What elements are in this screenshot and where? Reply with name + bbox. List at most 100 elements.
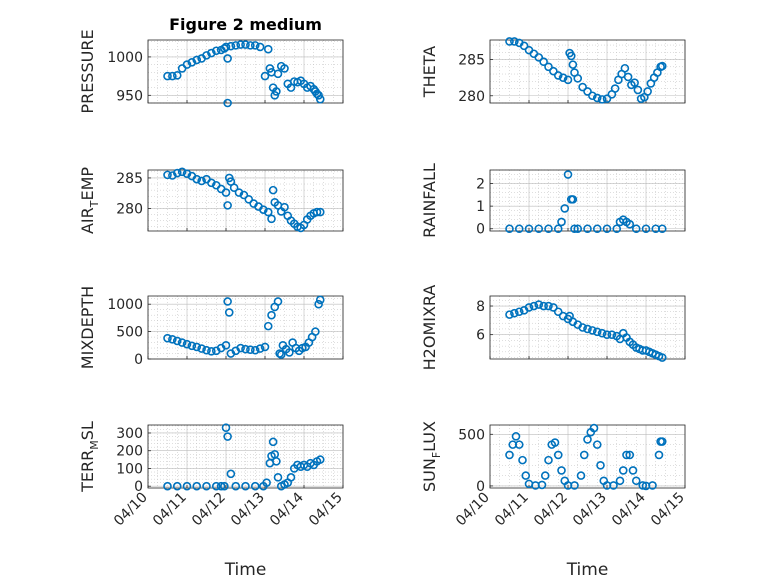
y-tick-label: 200 — [116, 444, 143, 460]
data-point — [229, 183, 239, 192]
y-tick-label: 280 — [116, 201, 143, 217]
data-point — [553, 71, 563, 80]
data-point — [557, 217, 566, 227]
panel-sun-flux: 0 500 04/10 04/11 04/12 04/13 04/14 04/15 SUNFLU… — [420, 421, 688, 580]
data-point — [311, 327, 320, 336]
data-point — [241, 40, 250, 49]
data-point — [192, 55, 202, 65]
data-point — [221, 42, 231, 52]
data-point — [618, 466, 628, 475]
data-point — [518, 455, 527, 465]
data-point — [510, 308, 519, 318]
data-point — [534, 224, 544, 234]
data-point — [623, 72, 633, 82]
panel-mixdepth: 0 500 1000 MIXDEPTH — [78, 286, 344, 369]
data-point — [549, 66, 558, 76]
data-point — [314, 299, 323, 309]
y-axis-label-rest: SL — [78, 421, 97, 440]
y-tick-label: 300 — [116, 426, 143, 442]
data-point — [244, 194, 254, 204]
y-axis-label: THETA — [420, 46, 439, 98]
data-point — [163, 333, 172, 343]
data-point — [315, 455, 325, 464]
data-point — [250, 345, 260, 355]
data-point — [226, 469, 236, 479]
data-point — [553, 450, 563, 460]
data-point — [272, 457, 281, 466]
data-point — [553, 307, 563, 317]
data-point — [557, 466, 566, 475]
data-point — [610, 84, 620, 93]
data-point — [273, 473, 283, 482]
axes-box — [489, 39, 686, 104]
data-point — [583, 87, 592, 96]
data-point — [563, 75, 573, 85]
data-point — [654, 450, 664, 460]
data-point — [276, 350, 286, 359]
data-point — [602, 224, 612, 234]
data-point — [540, 471, 550, 480]
data-point — [505, 310, 514, 319]
data-point — [602, 330, 612, 339]
y-tick-label: 950 — [116, 88, 143, 104]
data-point — [657, 353, 667, 362]
data-point — [570, 481, 579, 490]
data-point — [241, 481, 250, 491]
data-point — [657, 224, 667, 234]
x-tick-label: 04/14 — [609, 489, 649, 529]
data-point — [573, 74, 583, 83]
data-point — [578, 82, 587, 92]
data-point — [207, 347, 216, 356]
data-point — [168, 334, 177, 344]
data-point — [192, 481, 202, 491]
data-point — [273, 69, 283, 79]
data-point — [236, 40, 245, 49]
data-point — [592, 224, 602, 234]
data-point — [534, 53, 544, 62]
data-point — [231, 481, 241, 491]
data-point — [192, 174, 202, 184]
y-axis-label-main: THETA — [420, 46, 439, 98]
data-point — [583, 224, 592, 234]
data-point — [560, 204, 570, 213]
data-point — [544, 455, 553, 465]
y-tick-label: 8 — [476, 299, 485, 315]
data-point — [234, 188, 244, 197]
panel-theta: 280 285 THETA — [420, 37, 686, 105]
data-point — [524, 303, 534, 312]
data-point — [553, 224, 563, 234]
y-axis-label-main: AIR — [78, 207, 97, 234]
x-tick-label: 04/15 — [648, 490, 688, 530]
data-point — [197, 176, 206, 186]
data-point — [315, 94, 325, 104]
data-point — [315, 295, 325, 305]
data-point — [609, 481, 618, 490]
data-point — [602, 94, 612, 103]
data-point — [221, 341, 231, 350]
data-point — [592, 327, 602, 337]
data-point — [168, 71, 177, 81]
data-point — [221, 188, 231, 197]
axes-box — [147, 295, 344, 360]
data-point — [255, 344, 265, 353]
chart-title: Figure 2 medium — [169, 15, 322, 34]
data-point — [570, 224, 579, 234]
y-axis-label-main: TERR — [78, 450, 97, 493]
data-point — [255, 42, 265, 52]
y-axis-label: H2OMIXRA — [420, 285, 439, 371]
data-point — [231, 41, 241, 50]
y-tick-label: 2 — [476, 177, 485, 193]
axes-box — [147, 169, 344, 232]
data-point — [628, 466, 638, 475]
y-tick-label: 285 — [458, 53, 485, 69]
data-point — [625, 219, 635, 229]
x-tick-label: 04/13 — [570, 490, 610, 530]
y-tick-label: 0 — [134, 479, 143, 495]
data-point — [568, 60, 578, 69]
data-point — [285, 348, 294, 357]
data-point — [514, 224, 524, 234]
data-point — [224, 308, 234, 317]
data-point — [267, 310, 276, 320]
